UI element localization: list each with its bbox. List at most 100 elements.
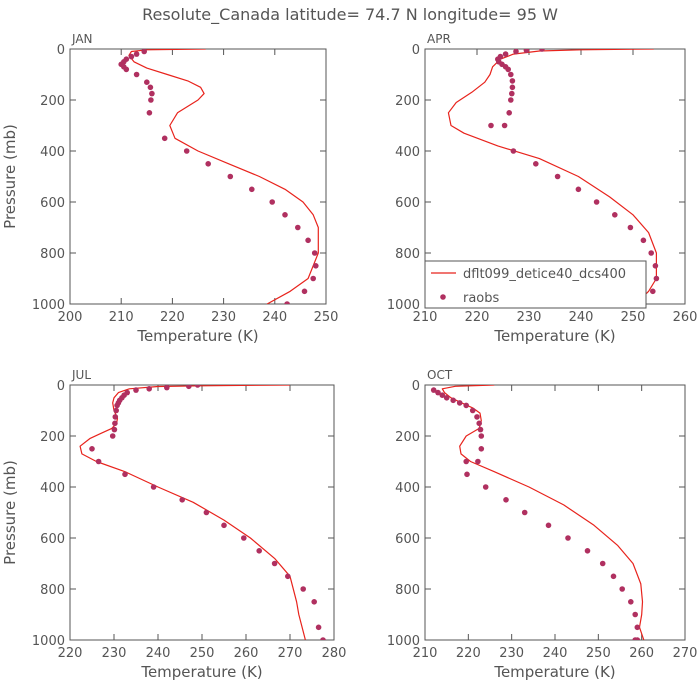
x-tick-label: 260 [234, 646, 259, 661]
legend-model-label: dflt099_detice40_dcs400 [463, 267, 626, 282]
y-tick-label: 800 [40, 583, 65, 598]
raobs-point [430, 387, 437, 393]
raobs-point [619, 586, 625, 592]
y-tick-label: 0 [412, 379, 420, 394]
panel-label: OCT [427, 368, 453, 382]
raobs-point [109, 433, 116, 439]
panel-label: APR [427, 32, 451, 46]
x-tick-label: 210 [413, 310, 438, 325]
y-tick-label: 200 [40, 94, 65, 109]
raobs-point [149, 90, 155, 97]
model-profile-line [128, 49, 319, 304]
raobs-point [112, 414, 119, 420]
y-tick-label: 600 [395, 196, 420, 211]
raobs-point [112, 420, 118, 427]
y-tick-label: 1000 [387, 634, 420, 649]
raobs-point [114, 402, 120, 409]
raobs-point [194, 385, 201, 388]
y-tick-label: 1000 [32, 298, 65, 313]
raobs-point [122, 471, 128, 478]
panel-jul: 220 230 240 250 260 270 280 0 200 400 600 800 1000 JU… [1, 368, 346, 681]
raobs-point [464, 471, 470, 478]
raobs-point [146, 386, 152, 392]
raobs-point [133, 387, 139, 393]
raobs-point [310, 275, 317, 282]
x-tick-label: 270 [673, 646, 698, 661]
y-tick-label: 1000 [32, 634, 65, 649]
model-profile-line [447, 49, 658, 304]
raobs-point [478, 446, 485, 452]
y-tick-label: 600 [40, 532, 65, 547]
x-tick-label: 260 [673, 310, 698, 325]
x-tick-label: 250 [190, 646, 215, 661]
x-tick-label: 220 [465, 310, 490, 325]
raobs-point [474, 414, 480, 420]
y-tick-label: 800 [40, 247, 65, 262]
x-tick-label: 200 [58, 310, 83, 325]
y-tick-label: 200 [40, 430, 65, 445]
raobs-point [469, 407, 476, 414]
raobs-point [508, 71, 514, 78]
raobs-point [133, 71, 140, 78]
plot-area [447, 49, 660, 304]
plot-frame [69, 48, 327, 305]
raobs-point [313, 263, 319, 269]
raobs-point [450, 397, 457, 404]
y-tick-label: 0 [57, 43, 65, 58]
raobs-point [141, 49, 147, 55]
panel-label: JAN [71, 32, 93, 46]
x-tick-label: 220 [456, 646, 481, 661]
raobs-point [203, 509, 210, 516]
x-axis-label: Temperature (K) [140, 663, 262, 681]
raobs-point [227, 173, 234, 180]
raobs-point [545, 522, 552, 529]
y-axis-label: Pressure (mb) [1, 124, 19, 229]
panel-apr: 210 220 230 240 250 260 0 200 400 600 800 1000 APR Te… [387, 32, 698, 345]
y-tick-label: 400 [395, 481, 420, 496]
panel-jan: 200 210 220 230 240 250 0 200 400 600 800 1000 JAN Te… [1, 32, 338, 345]
raobs-point [89, 446, 95, 452]
raobs-point [584, 548, 591, 554]
raobs-point [508, 97, 514, 103]
x-axis-label: Temperature (K) [136, 327, 258, 345]
raobs-point [523, 49, 530, 54]
raobs-point [599, 560, 606, 567]
raobs-point [627, 224, 634, 231]
raobs-point [640, 237, 647, 244]
raobs-point [482, 484, 489, 490]
raobs-point [463, 402, 470, 409]
x-axis-label: Temperature (K) [493, 663, 615, 681]
y-tick-label: 400 [395, 145, 420, 160]
raobs-point [593, 199, 600, 205]
raobs-point [186, 385, 192, 390]
raobs-point [95, 458, 102, 465]
y-tick-label: 400 [40, 481, 65, 496]
raobs-point [439, 392, 446, 399]
raobs-point [311, 599, 318, 605]
y-tick-label: 800 [395, 247, 420, 262]
x-tick-label: 260 [629, 646, 654, 661]
x-tick-label: 210 [413, 646, 438, 661]
raobs-point [123, 66, 130, 73]
raobs-point [144, 79, 150, 85]
x-tick-label: 230 [102, 646, 127, 661]
raobs-point [650, 288, 656, 295]
raobs-point [315, 624, 322, 631]
raobs-point [565, 535, 571, 541]
raobs-point [300, 586, 307, 592]
y-tick-label: 400 [40, 145, 65, 160]
plot-frame [424, 384, 686, 641]
raobs-point [305, 237, 311, 244]
raobs-point [509, 84, 516, 91]
raobs-point [269, 199, 276, 205]
y-tick-label: 200 [395, 430, 420, 445]
x-tick-label: 220 [160, 310, 185, 325]
x-tick-label: 240 [543, 646, 568, 661]
panel-label: JUL [71, 368, 91, 382]
raobs-point [285, 573, 291, 580]
raobs-point [477, 426, 484, 433]
legend-point-swatch [440, 294, 446, 300]
raobs-point [249, 186, 255, 193]
raobs-point [164, 385, 170, 391]
